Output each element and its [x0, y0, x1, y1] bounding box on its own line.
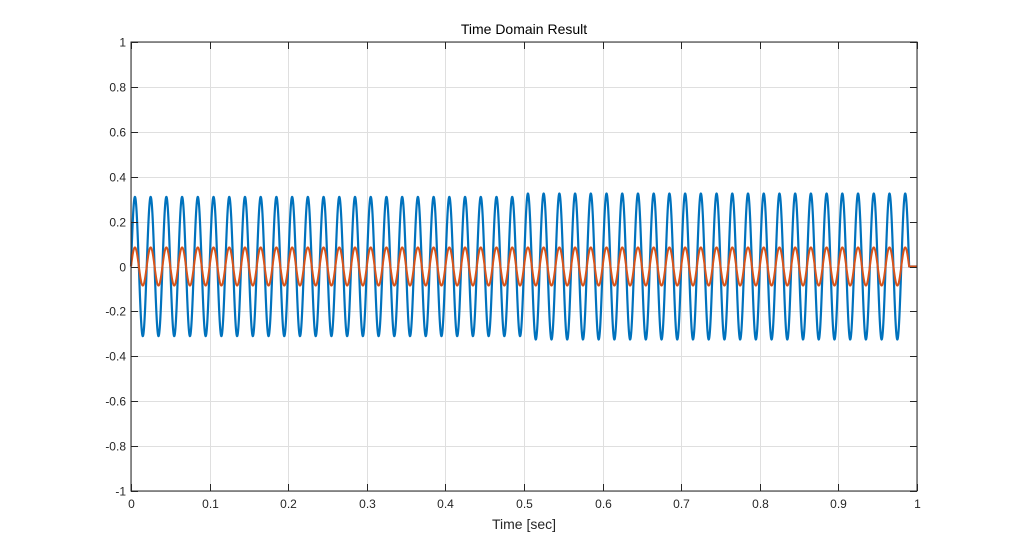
x-tick-label: 0 [128, 497, 135, 511]
y-tick-label: 0.4 [109, 171, 126, 185]
y-tick-label: 0 [119, 261, 126, 275]
y-tick-label: 0.2 [109, 216, 126, 230]
y-tick-label: 0.8 [109, 81, 126, 95]
series-layer [129, 192, 918, 341]
x-tick-label: 0.4 [437, 497, 454, 511]
y-tick-label: -1 [115, 485, 126, 499]
x-tick-label: 0.6 [595, 497, 612, 511]
y-tick-label: 1 [119, 36, 126, 50]
y-tick-labels: -1 -0.8 -0.6 -0.4 -0.2 0 0.2 0.4 0.6 0.8 1 [105, 36, 126, 499]
x-tick-label: 0.1 [202, 497, 219, 511]
y-tick-label: -0.2 [105, 305, 126, 319]
chart-title: Time Domain Result [461, 21, 587, 37]
x-tick-label: 1 [914, 497, 921, 511]
x-tick-label: 0.3 [359, 497, 376, 511]
y-tick-label: -0.8 [105, 440, 126, 454]
x-tick-labels: 0 0.1 0.2 0.3 0.4 0.5 0.6 0.7 0.8 0.9 1 [128, 497, 921, 511]
series-line-2 [130, 246, 918, 287]
axis-ticks [131, 42, 918, 492]
x-tick-label: 0.9 [830, 497, 847, 511]
y-tick-label: -0.4 [105, 350, 126, 364]
x-tick-label: 0.8 [752, 497, 769, 511]
y-tick-label: 0.6 [109, 126, 126, 140]
x-tick-label: 0.2 [280, 497, 297, 511]
x-tick-label: 0.5 [516, 497, 533, 511]
y-tick-label: -0.6 [105, 395, 126, 409]
x-tick-label: 0.7 [673, 497, 690, 511]
x-axis-label: Time [sec] [492, 516, 556, 532]
